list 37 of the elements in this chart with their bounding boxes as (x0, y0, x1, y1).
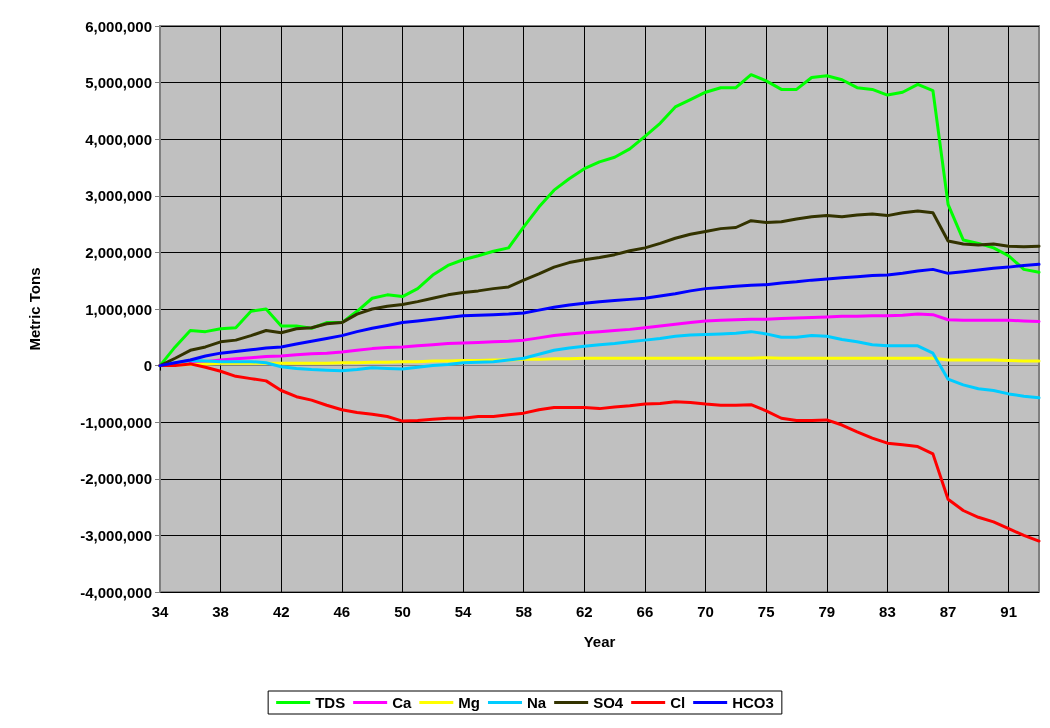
y-tick-label: 0 (143, 357, 152, 375)
x-tick-label: 79 (818, 603, 836, 620)
x-tick-label: 83 (879, 603, 896, 620)
y-tick-label: 3,000,000 (85, 187, 152, 205)
y-tick-label: 5,000,000 (85, 74, 152, 92)
legend-label: HCO3 (732, 694, 774, 711)
legend-label: Cl (670, 694, 686, 711)
x-tick-label: 42 (272, 603, 290, 620)
x-tick-label: 50 (394, 603, 411, 620)
line-series (158, 262, 1041, 368)
x-tick-label: 46 (333, 603, 351, 620)
y-tick-label: -2,000,000 (80, 470, 152, 488)
legend-label: Ca (392, 694, 412, 711)
x-tick-label: 66 (636, 603, 654, 620)
y-tick-label: -4,000,000 (80, 583, 152, 601)
y-tick-label: -1,000,000 (80, 413, 152, 431)
x-tick-label: 70 (697, 603, 714, 620)
x-tick-label: 87 (939, 603, 957, 620)
x-axis-title: Year (583, 633, 616, 650)
y-tick-label: 4,000,000 (85, 130, 152, 148)
x-tick-label: 38 (212, 603, 229, 620)
legend-label: Mg (458, 694, 480, 711)
x-tick-label: 62 (576, 603, 593, 620)
x-tick-label: 54 (454, 603, 473, 620)
y-tick-label: -3,000,000 (80, 526, 152, 544)
y-axis-title: Metric Tons (26, 267, 43, 351)
x-tick-label: 58 (515, 603, 533, 620)
x-tick-label: 34 (151, 603, 169, 620)
legend-label: SO4 (593, 694, 624, 711)
x-tick-label: 75 (757, 603, 775, 620)
y-tick-label: 2,000,000 (85, 243, 152, 261)
y-tick-label: 1,000,000 (85, 300, 152, 318)
legend-label: Na (526, 694, 547, 711)
x-tick-label: 91 (1000, 603, 1018, 620)
y-tick-label: 6,000,000 (85, 17, 152, 35)
legend-label: TDS (315, 694, 346, 711)
line-series (188, 312, 1041, 365)
